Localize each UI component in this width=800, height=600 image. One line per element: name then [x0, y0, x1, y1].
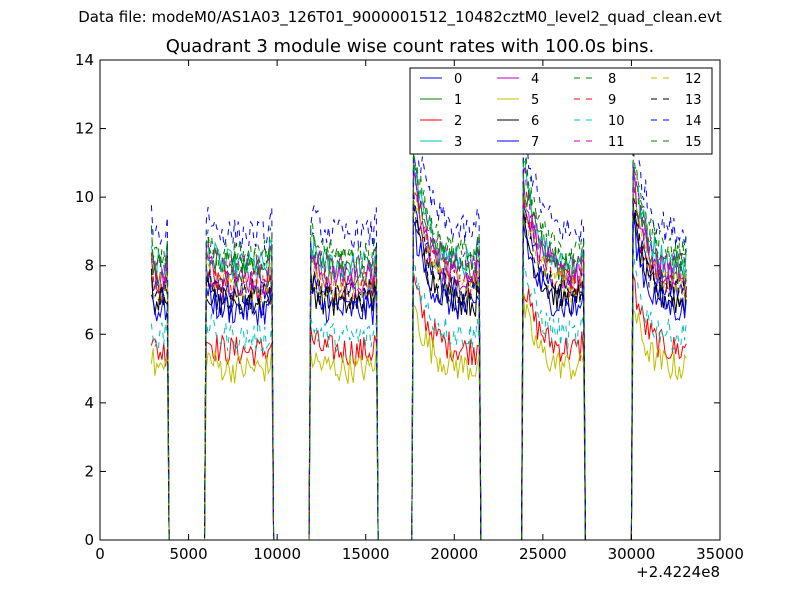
plot-frame	[99, 59, 721, 541]
series-line-5	[150, 289, 687, 541]
legend-label-3: 3	[454, 135, 462, 150]
x-tick-label: 10000	[253, 545, 301, 563]
figure-suptitle: Data file: modeM0/AS1A03_126T01_90000015…	[78, 8, 722, 26]
series-line-4	[151, 166, 687, 541]
x-tick-label: 5000	[169, 545, 207, 563]
y-tick-label: 4	[84, 394, 94, 412]
chart-title: Quadrant 3 module wise count rates with …	[165, 36, 655, 57]
series-line-13	[150, 189, 687, 541]
x-offset-label: +2.4224e8	[636, 563, 720, 581]
series-line-12	[150, 191, 687, 541]
legend-label-15: 15	[685, 135, 702, 150]
x-tick-label: 35000	[696, 545, 744, 563]
legend-label-7: 7	[531, 135, 539, 150]
legend-label-10: 10	[608, 114, 625, 129]
y-tick-label: 12	[75, 120, 94, 138]
legend-label-14: 14	[685, 114, 702, 129]
legend-label-0: 0	[454, 72, 462, 87]
legend-label-5: 5	[531, 93, 539, 108]
x-tick-label: 15000	[342, 545, 390, 563]
x-tick-label: 20000	[430, 545, 478, 563]
y-tick-label: 8	[84, 257, 94, 275]
y-tick-label: 10	[75, 188, 94, 206]
legend-label-9: 9	[608, 93, 616, 108]
x-tick-label: 0	[95, 545, 105, 563]
legend-box	[409, 67, 713, 155]
axes-layer: 0 5000 10000 15000 20000 25000 30000 35000 0 2 4 6 8…	[75, 51, 744, 581]
x-tick-label: 25000	[519, 545, 567, 563]
series-line-15	[150, 143, 687, 541]
legend-label-13: 13	[685, 93, 702, 108]
legend-label-6: 6	[531, 114, 539, 129]
y-tick-label: 6	[84, 325, 94, 343]
y-tick-label: 14	[75, 51, 94, 69]
series-layer	[150, 114, 687, 541]
legend-label-12: 12	[685, 72, 702, 87]
y-tick-label: 2	[84, 462, 94, 480]
x-tick-label: 30000	[608, 545, 656, 563]
legend-label-11: 11	[608, 135, 625, 150]
legend-label-4: 4	[531, 72, 539, 87]
y-tick-label: 0	[84, 531, 94, 549]
legend-label-2: 2	[454, 114, 462, 129]
legend-label-1: 1	[454, 93, 462, 108]
series-line-11	[151, 159, 687, 541]
legend-label-8: 8	[608, 72, 616, 87]
